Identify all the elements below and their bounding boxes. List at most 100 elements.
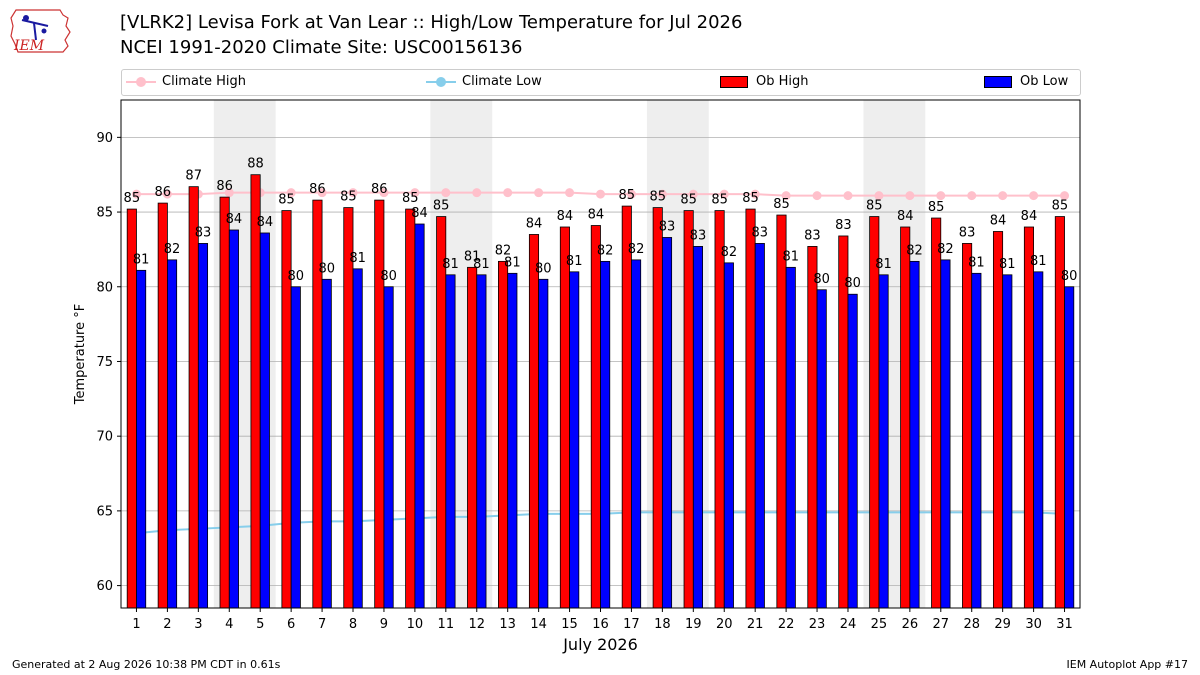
bar-ob-high-1	[126, 208, 137, 609]
bar-ob-low-28	[971, 272, 982, 609]
x-tick-label-5: 5	[256, 617, 264, 632]
footer-generated: Generated at 2 Aug 2026 10:38 PM CDT in …	[12, 658, 281, 671]
bar-ob-high-15	[559, 226, 570, 609]
point-climate-high-4	[224, 188, 234, 198]
bar-ob-low-14	[538, 278, 549, 609]
bar-ob-high-2	[157, 202, 168, 609]
label-ob-high-18: 85	[649, 190, 666, 205]
label-ob-high-20: 85	[711, 193, 728, 208]
label-ob-low-13: 81	[504, 255, 521, 270]
x-tick-label-11: 11	[438, 617, 455, 632]
bar-ob-low-8	[352, 268, 363, 609]
label-ob-low-2: 82	[164, 242, 181, 257]
bar-ob-high-19	[683, 210, 694, 609]
bar-ob-low-5	[259, 232, 270, 609]
label-ob-low-5: 84	[257, 215, 274, 230]
chart-subtitle: NCEI 1991-2020 Climate Site: USC00156136	[120, 37, 523, 58]
label-ob-low-18: 83	[659, 219, 676, 234]
label-ob-low-10: 84	[411, 206, 428, 221]
bar-ob-high-29	[992, 231, 1004, 609]
point-climate-high-26	[905, 191, 915, 201]
x-tick-label-6: 6	[287, 617, 295, 632]
y-tick-label-60: 60	[96, 579, 113, 594]
bar-ob-high-27	[931, 217, 942, 609]
x-tick-label-23: 23	[809, 617, 826, 632]
label-ob-high-22: 85	[773, 197, 790, 212]
label-ob-low-24: 80	[844, 276, 861, 291]
bar-ob-low-27	[940, 259, 951, 609]
point-climate-high-24	[843, 191, 853, 201]
bar-ob-high-30	[1023, 226, 1034, 609]
legend-item-ob-low: Ob Low	[984, 74, 1068, 89]
bar-ob-high-20	[714, 210, 725, 609]
legend-climate-high-label: Climate High	[162, 74, 247, 89]
bar-ob-low-16	[600, 260, 611, 609]
temperature-bars	[126, 174, 1075, 609]
label-ob-low-17: 82	[628, 242, 645, 257]
point-climate-high-13	[503, 188, 513, 198]
x-tick-label-15: 15	[561, 617, 578, 632]
legend-ob-low-label: Ob Low	[1020, 74, 1069, 89]
label-ob-high-11: 85	[433, 199, 450, 214]
point-climate-high-10	[410, 188, 420, 198]
bar-ob-high-18	[652, 207, 663, 609]
y-tick-label-70: 70	[96, 430, 113, 445]
bar-ob-low-23	[816, 289, 827, 609]
x-tick-label-22: 22	[778, 617, 795, 632]
x-tick-label-28: 28	[963, 617, 980, 632]
bar-ob-low-1	[136, 269, 147, 609]
legend-climate-high-swatch	[126, 76, 156, 88]
label-ob-high-24: 83	[835, 218, 852, 233]
label-ob-low-9: 80	[380, 269, 397, 284]
label-ob-low-31: 80	[1061, 269, 1078, 284]
bar-ob-low-19	[692, 246, 703, 609]
x-tick-label-4: 4	[225, 617, 233, 632]
x-tick-label-31: 31	[1056, 617, 1073, 632]
bar-ob-high-24	[838, 235, 849, 609]
label-ob-high-16: 84	[588, 208, 605, 223]
x-tick-label-16: 16	[592, 617, 609, 632]
bar-ob-high-12	[467, 266, 478, 609]
bar-ob-low-25	[878, 274, 889, 609]
label-ob-low-12: 81	[473, 257, 490, 272]
bar-ob-low-20	[723, 262, 734, 609]
x-axis-label: July 2026	[562, 635, 638, 654]
legend-climate-low-swatch	[426, 76, 456, 88]
x-tick-label-12: 12	[468, 617, 485, 632]
point-climate-high-25	[874, 191, 884, 201]
bar-ob-high-21	[745, 208, 756, 609]
bar-ob-low-12	[476, 274, 487, 609]
chart-title: [VLRK2] Levisa Fork at Van Lear :: High/…	[120, 12, 743, 33]
point-climate-high-6	[286, 188, 296, 198]
point-climate-high-8	[348, 188, 358, 198]
bar-ob-low-21	[754, 243, 765, 609]
bar-ob-high-25	[869, 216, 880, 609]
x-tick-label-8: 8	[349, 617, 357, 632]
point-climate-high-27	[936, 191, 946, 201]
label-ob-low-23: 80	[813, 272, 830, 287]
x-tick-label-9: 9	[380, 617, 388, 632]
label-ob-low-20: 82	[721, 245, 738, 260]
y-tick-label-90: 90	[96, 131, 113, 146]
bar-ob-high-4	[219, 196, 230, 609]
bar-ob-low-29	[1002, 274, 1013, 609]
bar-ob-low-31	[1064, 286, 1075, 609]
y-axis-label: Temperature °F	[73, 304, 88, 405]
label-ob-low-26: 82	[906, 243, 923, 258]
label-ob-high-6: 85	[278, 193, 295, 208]
x-tick-label-1: 1	[132, 617, 140, 632]
label-ob-low-16: 82	[597, 243, 614, 258]
label-ob-high-2: 86	[154, 185, 171, 200]
label-ob-high-14: 84	[526, 216, 543, 231]
point-climate-high-22	[781, 191, 791, 201]
label-ob-high-31: 85	[1052, 199, 1069, 214]
x-tick-label-7: 7	[318, 617, 326, 632]
legend-ob-high-label: Ob High	[756, 74, 809, 89]
bar-ob-low-9	[383, 286, 394, 609]
label-ob-low-8: 81	[349, 251, 366, 266]
label-ob-low-14: 80	[535, 261, 552, 276]
x-tick-label-3: 3	[194, 617, 202, 632]
legend-item-climate-high: Climate High	[126, 74, 246, 89]
label-ob-high-25: 85	[866, 199, 883, 214]
